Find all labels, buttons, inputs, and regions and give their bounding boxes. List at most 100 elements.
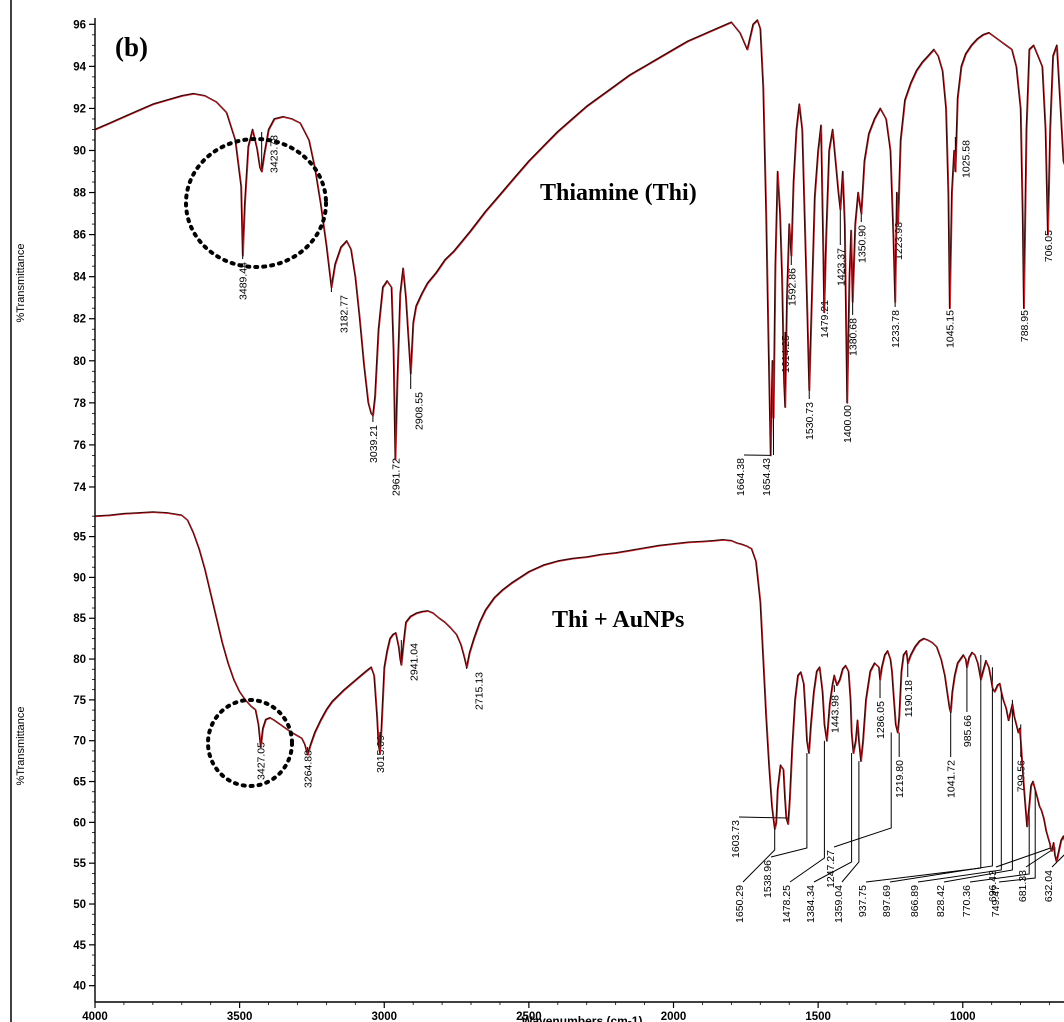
thi-aunps-y-tick-label-60: 60 bbox=[73, 817, 86, 829]
peak-leader-681-33 bbox=[1025, 847, 1056, 868]
thiamine-y-tick-label-86: 86 bbox=[73, 230, 86, 242]
peak-label-3489-44: 3489.44 bbox=[238, 262, 250, 300]
thiamine-y-tick-label-78: 78 bbox=[73, 398, 86, 410]
thi-aunps-y-tick-label-45: 45 bbox=[73, 940, 86, 952]
thiamine-spectrum-overlay-line bbox=[95, 20, 1064, 461]
peak-label-1233-78: 1233.78 bbox=[890, 310, 902, 348]
peak-label-3423-78: 3423.78 bbox=[269, 135, 281, 173]
peak-label-1654-43: 1654.43 bbox=[761, 458, 773, 496]
thiamine-y-tick-label-76: 76 bbox=[73, 440, 86, 452]
peak-label-985-66: 985.66 bbox=[962, 715, 974, 747]
thiamine-y-tick-label-82: 82 bbox=[73, 314, 86, 326]
panel-label: (b) bbox=[115, 32, 148, 62]
peak-label-788-95: 788.95 bbox=[1019, 310, 1031, 342]
peak-label-696-43: 696.43 bbox=[987, 870, 999, 902]
thi-aunps-y-tick-label-95: 95 bbox=[73, 532, 86, 544]
x-tick-label-1500: 1500 bbox=[805, 1011, 831, 1022]
thiamine-y-tick-label-90: 90 bbox=[73, 145, 86, 157]
peak-leader-696-43 bbox=[995, 847, 1052, 868]
x-tick-label-3000: 3000 bbox=[371, 1011, 397, 1022]
peak-leader-1650-29 bbox=[742, 828, 776, 883]
thiamine-spectrum bbox=[94, 19, 1064, 461]
thi-aunps-y-tick-label-90: 90 bbox=[73, 572, 86, 584]
peak-label-897-69: 897.69 bbox=[881, 885, 893, 917]
peak-label-2908-55: 2908.55 bbox=[414, 392, 426, 430]
peak-label-632-04: 632.04 bbox=[1043, 870, 1055, 902]
thi-aunps-y-tick-label-50: 50 bbox=[73, 899, 86, 911]
peak-label-1190-18: 1190.18 bbox=[903, 680, 915, 717]
peak-label-1603-73: 1603.73 bbox=[730, 820, 742, 858]
peak-leader-1247-27 bbox=[833, 732, 892, 848]
peak-label-770-36: 770.36 bbox=[961, 885, 973, 917]
peak-leader-1359-04 bbox=[841, 761, 860, 883]
peak-label-1025-58: 1025.58 bbox=[960, 140, 972, 178]
peak-label-2961-72: 2961.72 bbox=[390, 458, 402, 496]
peak-label-1592-86: 1592.86 bbox=[786, 268, 798, 306]
x-tick-label-3500: 3500 bbox=[227, 1011, 253, 1022]
peak-label-1286-05: 1286.05 bbox=[875, 701, 887, 739]
thi-aunps-y-tick-label-70: 70 bbox=[73, 736, 86, 748]
x-tick-label-4000: 4000 bbox=[82, 1011, 108, 1022]
peak-label-1219-80: 1219.80 bbox=[894, 760, 906, 798]
thi-aunps-spectrum bbox=[94, 511, 1064, 863]
peak-label-866-89: 866.89 bbox=[909, 885, 921, 917]
thiamine-peak-labels: 3489.44 3423.78 3182.77 3039.21 2961.72 2908.… bbox=[238, 132, 1055, 496]
highlight-circles bbox=[184, 137, 328, 788]
peak-label-3182-77: 3182.77 bbox=[338, 295, 350, 333]
peak-label-1384-34: 1384.34 bbox=[805, 885, 817, 923]
peak-label-3264-88: 3264.88 bbox=[303, 750, 315, 788]
peak-label-1041-72: 1041.72 bbox=[946, 760, 958, 798]
peak-label-1045-15: 1045.15 bbox=[945, 310, 957, 348]
peak-label-706-05: 706.05 bbox=[1043, 230, 1055, 262]
x-tick-label-2500: 2500 bbox=[516, 1011, 542, 1022]
peak-label-1478-25: 1478.25 bbox=[781, 885, 793, 923]
peak-label-3427-05: 3427.05 bbox=[256, 742, 268, 780]
peak-label-1538-96: 1538.96 bbox=[762, 860, 774, 898]
thiamine-title: Thiamine (Thi) bbox=[540, 180, 697, 206]
peak-leader-1538-96 bbox=[770, 753, 808, 858]
peak-label-3039-21: 3039.21 bbox=[368, 425, 380, 463]
peak-label-937-75: 937.75 bbox=[857, 885, 869, 917]
peak-leader-937-75 bbox=[865, 655, 982, 883]
peak-label-1479-21: 1479.21 bbox=[819, 300, 831, 338]
peak-label-1359-04: 1359.04 bbox=[833, 885, 845, 923]
peak-label-1350-90: 1350.90 bbox=[856, 225, 868, 263]
peak-label-749-47: 749.47 bbox=[990, 885, 1002, 917]
peak-label-2715-13: 2715.13 bbox=[474, 672, 486, 710]
thi-aunps-y-ticks: 40 45 50 55 60 65 70 75 80 85 90 95 bbox=[73, 508, 96, 1002]
thi-aunps-y-tick-label-75: 75 bbox=[73, 695, 86, 707]
thi-aunps-title: Thi + AuNPs bbox=[552, 607, 684, 633]
thiamine-y-axis-label: %Transmittance bbox=[15, 243, 27, 322]
peak-label-828-42: 828.42 bbox=[935, 885, 947, 917]
thiamine-y-tick-label-96: 96 bbox=[73, 19, 86, 31]
peak-leader-828-42 bbox=[943, 699, 1013, 883]
thiamine-y-tick-label-84: 84 bbox=[73, 272, 86, 284]
thi-aunps-y-tick-label-65: 65 bbox=[73, 777, 86, 789]
x-tick-label-1000: 1000 bbox=[950, 1011, 976, 1022]
thiamine-y-ticks: 74 76 78 80 82 84 86 88 90 92 94 96 bbox=[73, 18, 96, 508]
peak-label-1380-68: 1380.68 bbox=[848, 318, 860, 356]
peak-leader-866-89 bbox=[917, 691, 1002, 883]
peak-label-1247-27: 1247.27 bbox=[825, 850, 837, 888]
peak-leader-770-36 bbox=[969, 806, 1030, 883]
peak-label-1530-73: 1530.73 bbox=[804, 402, 816, 440]
thi-aunps-spectrum-overlay-line bbox=[95, 512, 1064, 863]
peak-label-1650-29: 1650.29 bbox=[734, 885, 746, 923]
x-tick-label-2000: 2000 bbox=[661, 1011, 687, 1022]
thiamine-spectrum-line bbox=[94, 19, 1064, 461]
peak-label-1664-38: 1664.38 bbox=[735, 458, 747, 496]
thi-aunps-y-axis-label: %Transmittance bbox=[15, 706, 27, 785]
thiamine-y-tick-label-88: 88 bbox=[73, 188, 86, 200]
thi-aunps-y-tick-label-80: 80 bbox=[73, 654, 86, 666]
peak-leader-749-47 bbox=[998, 789, 1036, 883]
thiamine-y-tick-label-92: 92 bbox=[73, 103, 86, 115]
thi-aunps-y-tick-label-40: 40 bbox=[73, 981, 86, 993]
peak-label-1443-98: 1443.98 bbox=[829, 695, 841, 733]
peak-leader-1384-34 bbox=[813, 753, 853, 883]
highlight-circle-oh-aunps bbox=[206, 698, 294, 788]
peak-leader-1478-25 bbox=[789, 740, 825, 883]
thi-aunps-spectrum-line bbox=[94, 511, 1064, 863]
